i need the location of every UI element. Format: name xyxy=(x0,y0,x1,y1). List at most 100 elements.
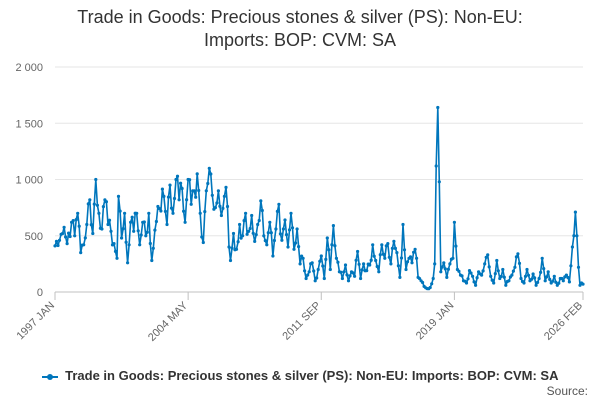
data-point xyxy=(118,209,122,213)
data-point xyxy=(163,209,167,213)
data-point xyxy=(192,189,196,193)
data-point xyxy=(312,269,316,273)
data-point xyxy=(561,279,565,283)
data-point xyxy=(83,236,87,240)
data-point xyxy=(401,222,405,227)
data-point xyxy=(546,270,550,274)
data-point xyxy=(200,235,204,239)
data-point xyxy=(306,273,310,277)
data-point xyxy=(353,274,357,278)
data-point xyxy=(452,220,456,224)
data-point xyxy=(396,264,400,268)
data-point xyxy=(271,254,275,258)
data-point xyxy=(67,231,71,235)
data-point xyxy=(166,195,171,199)
data-point xyxy=(393,246,397,250)
data-point xyxy=(380,243,384,247)
data-point xyxy=(348,274,352,278)
data-point xyxy=(481,269,485,273)
legend[interactable]: Trade in Goods: Precious stones & silver… xyxy=(0,368,600,383)
data-point xyxy=(412,250,416,254)
data-point xyxy=(165,222,169,227)
data-point xyxy=(168,183,172,187)
data-point xyxy=(310,261,314,265)
data-point xyxy=(236,240,240,244)
data-point xyxy=(194,195,198,199)
data-point xyxy=(56,243,60,248)
data-point xyxy=(342,270,346,274)
data-point xyxy=(94,177,98,182)
data-point xyxy=(371,243,375,247)
data-point xyxy=(576,265,581,269)
data-point xyxy=(247,229,251,233)
data-point xyxy=(54,239,59,243)
data-point xyxy=(372,254,376,258)
data-point xyxy=(77,224,81,228)
data-point xyxy=(79,251,83,255)
data-point xyxy=(126,261,130,265)
data-point xyxy=(336,260,340,264)
data-point xyxy=(542,267,546,271)
data-point xyxy=(330,243,334,247)
data-point xyxy=(581,282,585,286)
chart-title: Trade in Goods: Precious stones & silver… xyxy=(0,6,600,52)
x-tick-label: 2011 SEP xyxy=(280,300,323,343)
data-point xyxy=(433,262,437,266)
data-point xyxy=(215,201,219,205)
data-point xyxy=(162,194,166,198)
data-point xyxy=(73,234,77,238)
data-point xyxy=(218,204,222,208)
x-tick-label: 1997 JAN xyxy=(14,300,57,343)
data-point xyxy=(250,213,254,218)
data-point xyxy=(287,228,292,232)
data-point xyxy=(566,275,570,280)
data-point xyxy=(129,220,133,224)
data-point xyxy=(74,218,78,222)
data-point xyxy=(62,225,66,229)
data-point xyxy=(530,277,534,281)
data-point xyxy=(234,247,239,251)
data-point xyxy=(284,233,289,237)
data-point xyxy=(493,272,497,276)
data-point xyxy=(198,211,202,215)
data-point xyxy=(171,211,175,215)
data-point xyxy=(537,276,541,281)
data-point xyxy=(564,273,569,277)
data-point xyxy=(154,219,158,224)
data-point xyxy=(402,248,407,252)
data-point xyxy=(325,236,329,240)
data-point xyxy=(221,206,225,210)
data-point xyxy=(251,231,255,235)
data-point xyxy=(294,241,298,245)
data-point xyxy=(262,234,266,238)
data-point xyxy=(86,202,90,206)
data-point xyxy=(145,230,149,234)
data-point xyxy=(383,256,387,260)
data-point xyxy=(469,271,473,275)
data-point xyxy=(315,276,319,280)
y-tick-label: 500 xyxy=(25,231,43,243)
data-point xyxy=(61,231,65,236)
data-point xyxy=(575,234,579,238)
data-point xyxy=(68,234,72,239)
data-point xyxy=(57,238,62,242)
data-point xyxy=(245,232,249,236)
data-point xyxy=(160,187,164,191)
data-point xyxy=(392,239,396,243)
data-point xyxy=(263,239,267,243)
data-point xyxy=(139,233,143,237)
data-point xyxy=(405,260,410,264)
data-point xyxy=(100,227,104,231)
data-point xyxy=(573,210,578,214)
data-point xyxy=(516,252,520,256)
data-point xyxy=(144,234,148,238)
data-point xyxy=(354,258,358,262)
data-point xyxy=(175,174,180,178)
data-point xyxy=(277,202,281,206)
data-point xyxy=(543,279,547,283)
y-tick-label: 1 500 xyxy=(15,118,43,130)
data-point xyxy=(213,206,217,210)
data-point xyxy=(269,231,273,235)
data-point xyxy=(510,273,514,277)
data-point xyxy=(209,172,213,176)
